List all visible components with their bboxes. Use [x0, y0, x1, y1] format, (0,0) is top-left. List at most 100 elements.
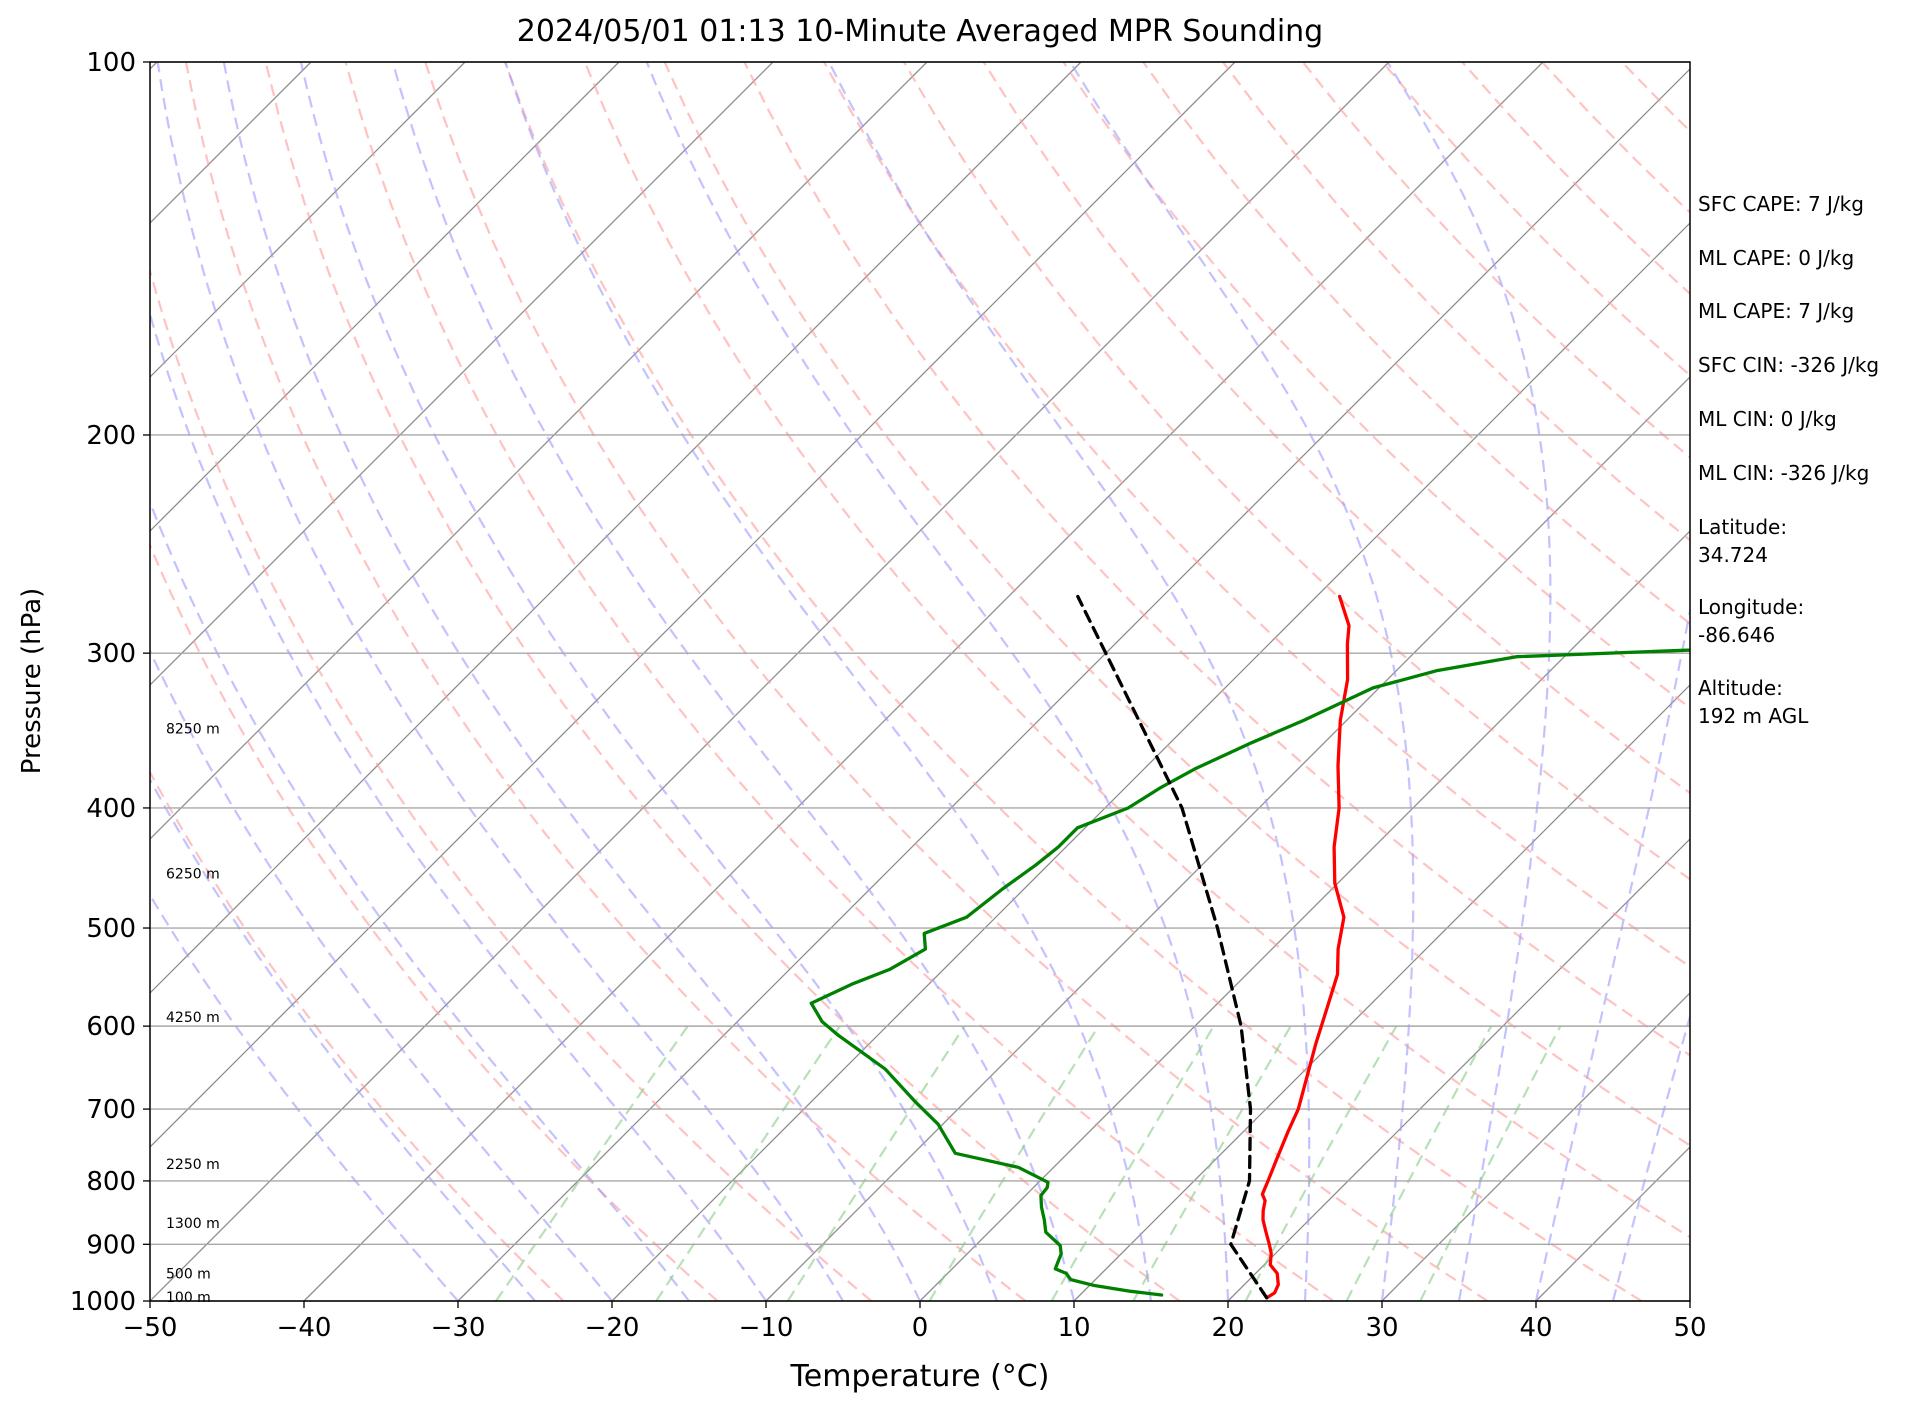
x-tick-label: −50 — [123, 1313, 178, 1343]
x-tick-label: −20 — [585, 1313, 640, 1343]
y-tick-label: 300 — [86, 639, 136, 669]
mixing-ratio-line — [786, 1025, 966, 1301]
y-tick-label: 100 — [86, 48, 136, 78]
stat-text: ML CAPE: 0 J/kg — [1698, 246, 1855, 270]
dry-adiabat-line — [184, 62, 1027, 1301]
isotherm-line — [765, 376, 1690, 1301]
isotherm-line — [150, 62, 466, 378]
moist-adiabat-line — [299, 62, 999, 1301]
dry-adiabat-line — [1062, 62, 1690, 710]
height-label: 100 m — [166, 1290, 211, 1306]
y-tick-label: 500 — [86, 914, 136, 944]
moist-adiabat-line — [150, 893, 459, 1301]
moist-adiabat-line — [391, 62, 1076, 1301]
dry-adiabat-line — [150, 542, 719, 1301]
height-label: 8250 m — [166, 721, 220, 737]
mixing-ratio-line — [495, 1025, 689, 1301]
dry-adiabat-line — [503, 62, 1643, 1301]
isotherm-line — [919, 530, 1690, 1301]
temperature-profile-line — [1260, 594, 1351, 1300]
stat-text: Latitude: 34.724 — [1698, 515, 1788, 567]
y-axis-ticks: 100 200 300 400 500 600 700 800 900 1000 — [70, 48, 150, 1317]
height-label: 1300 m — [166, 1216, 220, 1232]
isotherm-line — [150, 62, 928, 840]
y-tick-label: 600 — [86, 1012, 136, 1042]
mixing-ratio-line — [1244, 1025, 1398, 1301]
isotherm-line — [0, 62, 3, 1301]
dry-adiabat-line — [344, 62, 1335, 1301]
plot-frame — [149, 61, 1691, 1302]
moist-adiabat-line — [222, 62, 921, 1301]
dry-adiabat-line — [743, 62, 1690, 1057]
x-tick-label: −40 — [277, 1313, 332, 1343]
y-tick-label: 900 — [86, 1230, 136, 1260]
isotherm-line — [1073, 684, 1690, 1301]
isotherm-line — [1381, 992, 1690, 1301]
parcel-profile-line — [1076, 594, 1269, 1300]
x-tick-label: −10 — [739, 1313, 794, 1343]
dry-adiabat-line — [264, 62, 1181, 1301]
y-axis-label: Pressure (hPa) — [17, 588, 47, 775]
moist-adiabat-line — [156, 62, 844, 1301]
height-label: 500 m — [166, 1266, 211, 1282]
x-tick-label: 50 — [1673, 1313, 1706, 1343]
height-label: 6250 m — [166, 867, 220, 883]
y-tick-label: 1000 — [70, 1287, 136, 1317]
stat-text: SFC CIN: -326 J/kg — [1698, 353, 1880, 377]
dry-adiabat-line — [424, 62, 1489, 1301]
x-tick-label: −30 — [431, 1313, 486, 1343]
stat-text: ML CAPE: 7 J/kg — [1698, 299, 1855, 323]
moist-adiabat-line — [150, 310, 767, 1301]
height-label: 4250 m — [166, 1010, 220, 1026]
y-tick-label: 400 — [86, 794, 136, 824]
dry-adiabat-line — [982, 62, 1690, 795]
isotherm-line — [150, 62, 620, 532]
mixing-ratio-line — [928, 1025, 1100, 1301]
isotherm-line — [150, 62, 774, 686]
mixing-ratio-line — [1345, 1025, 1493, 1301]
background-lines — [0, 62, 1690, 1301]
moist-adiabat-line — [150, 648, 613, 1301]
isotherm-line — [611, 222, 1690, 1301]
sounding-profiles — [809, 594, 1690, 1300]
dry-adiabat-line — [663, 62, 1690, 1147]
pressure-grid-lines — [150, 61, 1690, 1302]
stat-text: Longitude: -86.646 — [1698, 595, 1805, 647]
mixing-ratio-line — [1050, 1025, 1215, 1301]
x-tick-label: 0 — [912, 1313, 929, 1343]
moist-adiabat-line — [1534, 605, 1690, 1301]
dry-adiabat-line — [150, 770, 565, 1301]
height-labels: 100 m 500 m 1300 m 2250 m 4250 m 6250 m 8250 m — [166, 721, 220, 1306]
dry-adiabat-line — [583, 62, 1690, 1239]
isotherm-line — [1227, 838, 1690, 1301]
x-tick-label: 30 — [1365, 1313, 1398, 1343]
isotherm-line — [457, 68, 1690, 1301]
stat-text: ML CIN: 0 J/kg — [1698, 407, 1837, 431]
y-tick-label: 800 — [86, 1167, 136, 1197]
isotherm-line — [303, 62, 1544, 1301]
x-axis-label: Temperature (°C) — [790, 1359, 1050, 1394]
dewpoint-profile-line — [809, 648, 1690, 1297]
x-axis-ticks: −50 −40 −30 −20 −10 0 10 20 30 40 50 — [123, 1301, 1707, 1343]
x-tick-label: 20 — [1211, 1313, 1244, 1343]
height-label: 2250 m — [166, 1157, 220, 1173]
stat-text: Altitude: 192 m AGL — [1698, 676, 1809, 728]
x-tick-label: 40 — [1519, 1313, 1552, 1343]
y-tick-label: 200 — [86, 421, 136, 451]
y-tick-label: 700 — [86, 1095, 136, 1125]
isotherm-line — [150, 62, 1082, 994]
moist-adiabat-line — [1386, 62, 1552, 1301]
moist-adiabat-line — [504, 62, 1153, 1301]
chart-title: 2024/05/01 01:13 10-Minute Averaged MPR … — [516, 14, 1324, 49]
moist-adiabat-line — [150, 777, 536, 1301]
stat-text: SFC CAPE: 7 J/kg — [1698, 192, 1864, 216]
moist-adiabat-line — [1069, 62, 1415, 1301]
mixing-ratio-line — [655, 1025, 841, 1301]
mixing-ratio-line — [1419, 1025, 1562, 1301]
dry-adiabat-line — [150, 266, 873, 1301]
moist-adiabat-line — [645, 62, 1230, 1301]
sounding-stats-panel: SFC CAPE: 7 J/kg ML CAPE: 0 J/kg ML CAPE: … — [1698, 0, 1910, 1406]
stat-text: ML CIN: -326 J/kg — [1698, 461, 1870, 485]
moist-adiabat-line — [828, 62, 1311, 1301]
